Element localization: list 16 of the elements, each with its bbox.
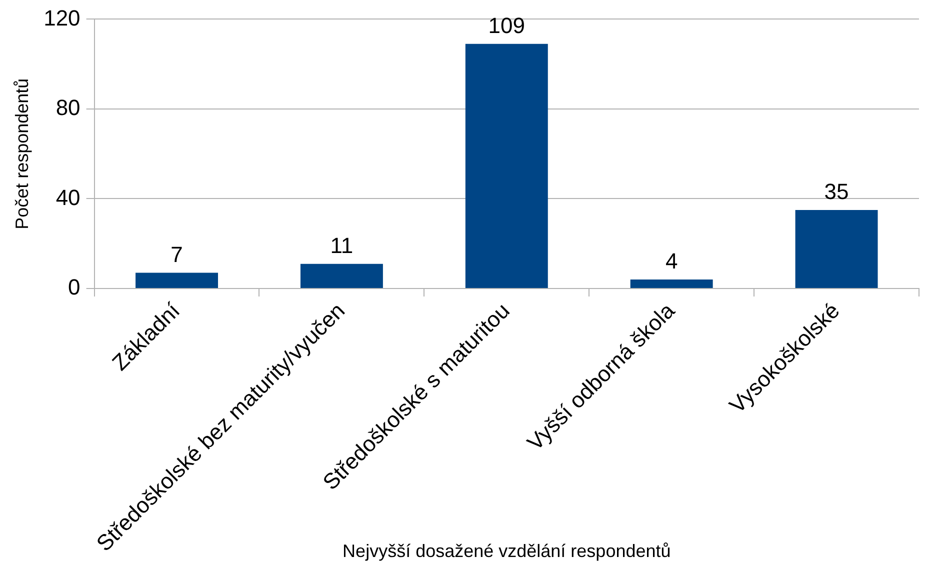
bar xyxy=(300,264,383,288)
bar xyxy=(465,44,548,288)
y-tick-label: 0 xyxy=(68,274,80,300)
data-label: 7 xyxy=(170,242,183,267)
bar xyxy=(630,280,713,288)
y-axis-title: Počet respondentů xyxy=(12,78,32,230)
bar xyxy=(795,210,878,288)
y-tick-label: 80 xyxy=(56,95,80,120)
y-tick-label: 120 xyxy=(44,5,80,30)
x-axis-title: Nejvyšší dosažené vzdělání respondentů xyxy=(342,541,671,562)
y-tick-label: 40 xyxy=(56,184,80,210)
data-label: 35 xyxy=(824,179,849,204)
data-label: 11 xyxy=(330,232,354,258)
data-label: 109 xyxy=(488,12,526,38)
bar xyxy=(136,272,218,288)
data-label: 4 xyxy=(665,248,678,274)
